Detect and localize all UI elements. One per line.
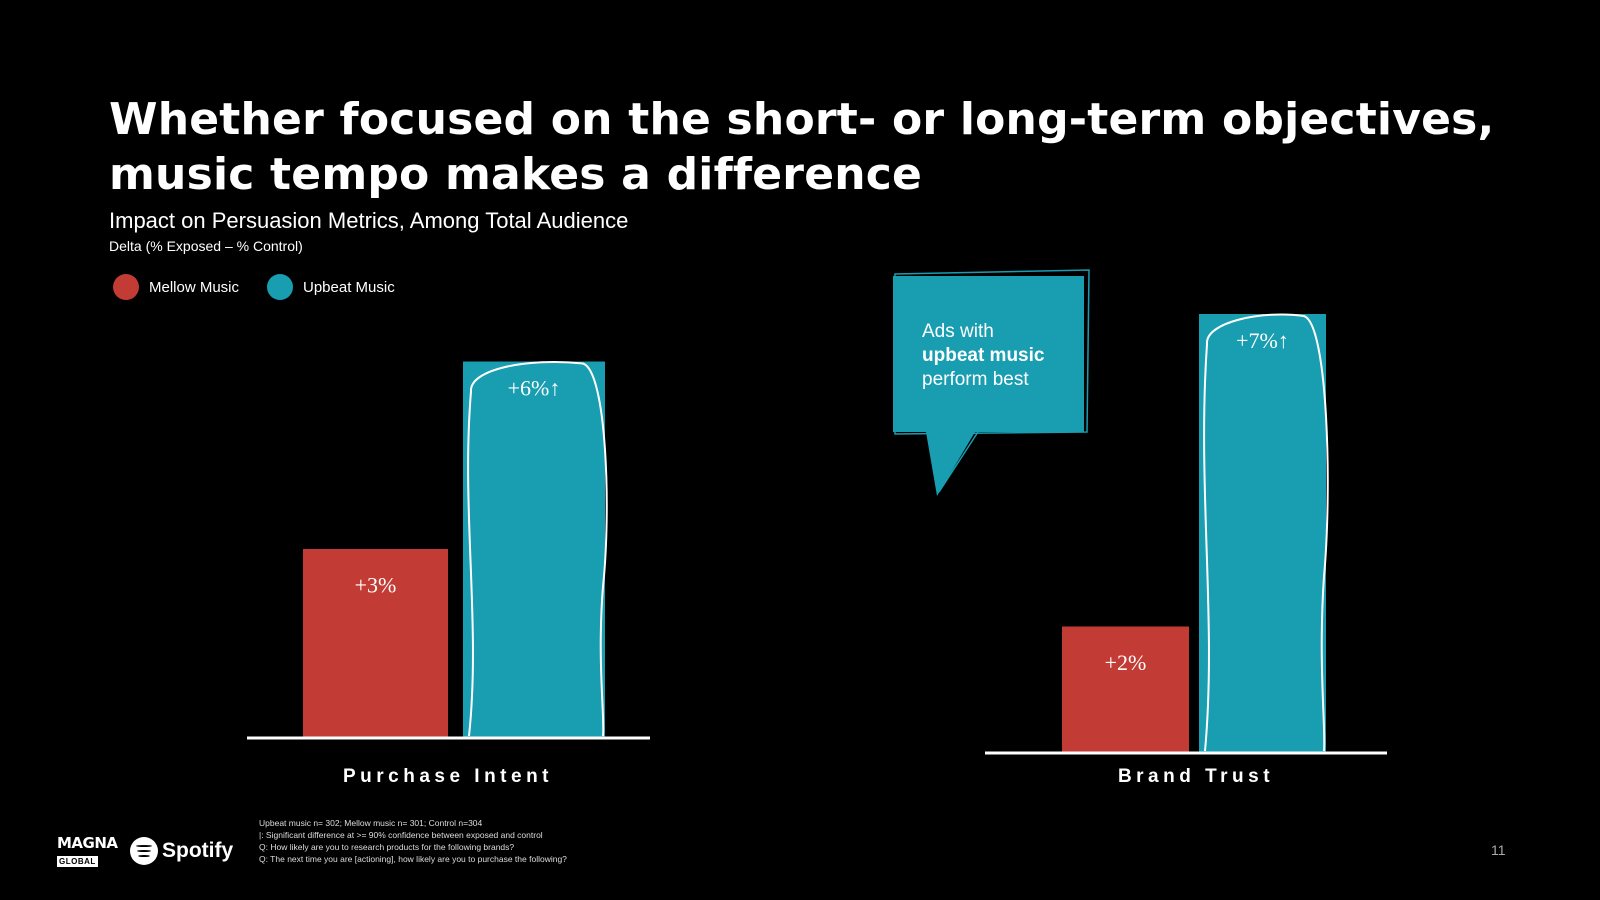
footnote-1: Upbeat music n= 302; Mellow music n= 301… bbox=[259, 818, 483, 828]
highlight-outline-purchase-intent bbox=[467, 360, 608, 737]
category-label-brand-trust: Brand Trust bbox=[1118, 766, 1274, 787]
magna-logo-sub: GLOBAL bbox=[57, 856, 98, 867]
chart-subnote: Delta (% Exposed – % Control) bbox=[109, 238, 303, 254]
bar-mellow-brand-trust bbox=[1062, 626, 1189, 752]
page-title: Whether focused on the short- or long-te… bbox=[109, 92, 1494, 202]
data-label-mellow-purchase-intent: +3% bbox=[355, 573, 397, 598]
spotify-icon bbox=[130, 837, 158, 865]
page-number: 11 bbox=[1491, 842, 1506, 858]
callout-bubble: Ads with upbeat music perform best bbox=[893, 269, 1090, 496]
callout-line-1: Ads with bbox=[922, 321, 994, 342]
data-label-upbeat-brand-trust: +7%↑ bbox=[1236, 328, 1289, 353]
category-label-purchase-intent: Purchase Intent bbox=[343, 766, 553, 787]
legend-item-upbeat: Upbeat Music bbox=[267, 274, 395, 300]
footnote-3: Q: How likely are you to research produc… bbox=[259, 842, 515, 852]
legend-label-upbeat: Upbeat Music bbox=[303, 278, 395, 296]
legend-swatch-mellow bbox=[113, 274, 139, 300]
title-line-2: music tempo makes a difference bbox=[109, 149, 923, 200]
magna-logo-word: MAGNA bbox=[57, 834, 118, 852]
bars-group: +3% +6%↑ Purchase Intent +2% +7%↑ Brand Trust bbox=[247, 313, 1387, 787]
footnote-4: Q: The next time you are [actioning], ho… bbox=[259, 854, 567, 864]
magna-logo: MAGNA GLOBAL bbox=[57, 834, 118, 867]
bar-upbeat-purchase-intent bbox=[463, 361, 605, 737]
data-label-mellow-brand-trust: +2% bbox=[1105, 650, 1147, 675]
spotify-wordmark: Spotify bbox=[162, 839, 234, 862]
footnote-2: |: Significant difference at >= 90% conf… bbox=[259, 830, 543, 840]
callout-line-3: perform best bbox=[922, 369, 1029, 390]
legend-label-mellow: Mellow Music bbox=[149, 278, 240, 296]
bar-mellow-purchase-intent bbox=[303, 549, 448, 737]
title-line-1: Whether focused on the short- or long-te… bbox=[109, 94, 1495, 145]
data-label-upbeat-purchase-intent: +6%↑ bbox=[508, 376, 561, 401]
chart-subtitle: Impact on Persuasion Metrics, Among Tota… bbox=[109, 208, 629, 233]
bar-upbeat-brand-trust bbox=[1199, 314, 1326, 752]
legend-item-mellow: Mellow Music bbox=[113, 274, 239, 300]
legend-swatch-upbeat bbox=[267, 274, 293, 300]
footnotes: Upbeat music n= 302; Mellow music n= 301… bbox=[259, 817, 567, 865]
highlight-outline-brand-trust bbox=[1203, 313, 1329, 752]
spotify-logo: Spotify bbox=[130, 837, 233, 865]
callout-line-2: upbeat music bbox=[922, 345, 1045, 366]
